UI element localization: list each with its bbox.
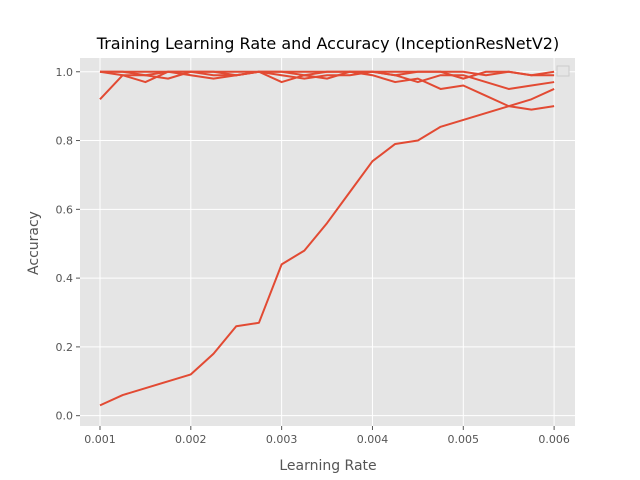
y-tick-label: 1.0: [56, 66, 74, 79]
series-line-2: [99, 70, 555, 111]
y-tick-label: 0.6: [56, 203, 74, 216]
x-tick-label: 0.006: [538, 433, 570, 446]
x-tick-label: 0.001: [84, 433, 116, 446]
chart-title: Training Learning Rate and Accuracy (Inc…: [96, 34, 559, 53]
x-tick-label: 0.005: [448, 433, 480, 446]
x-axis-ticks: 0.001 0.002 0.003 0.004 0.005 0.006: [84, 426, 570, 446]
x-tick-label: 0.004: [357, 433, 389, 446]
data-series: [99, 70, 555, 407]
series-line-5: [99, 70, 555, 80]
x-tick-label: 0.002: [175, 433, 207, 446]
y-axis-label: Accuracy: [26, 211, 42, 275]
y-axis-ticks: 0.0 0.2 0.4 0.6 0.8 1.0: [56, 66, 80, 423]
y-tick-label: 0.0: [56, 410, 74, 423]
series-line-3: [99, 70, 555, 90]
y-tick-label: 0.8: [56, 135, 74, 148]
series-line-1: [99, 88, 555, 407]
plot-background: [80, 58, 575, 426]
legend: [556, 65, 570, 77]
x-tick-label: 0.003: [266, 433, 298, 446]
y-tick-label: 0.2: [56, 341, 74, 354]
y-tick-label: 0.4: [56, 272, 74, 285]
x-axis-label: Learning Rate: [279, 458, 376, 474]
